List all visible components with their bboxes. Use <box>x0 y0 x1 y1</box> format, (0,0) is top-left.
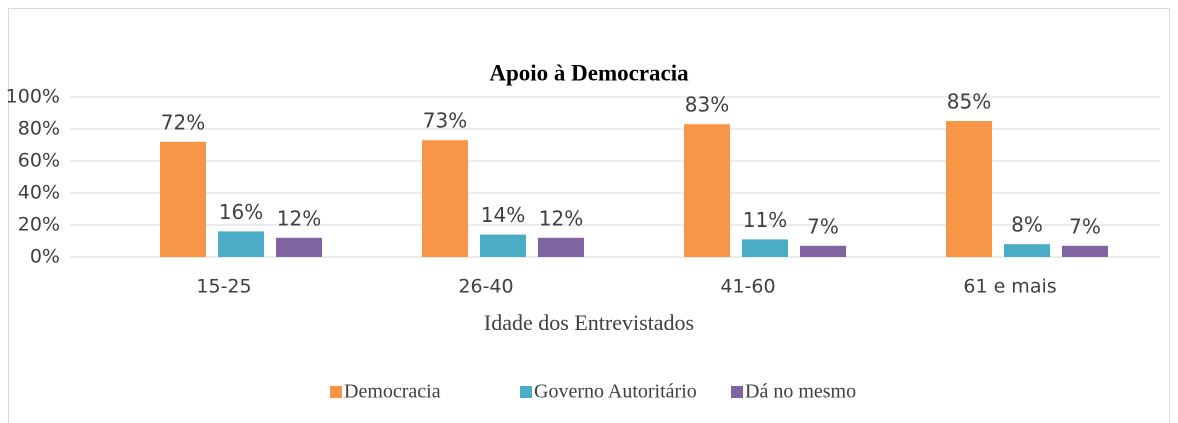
x-tick-label: 41-60 <box>720 276 775 298</box>
y-tick-label: 40% <box>18 182 60 204</box>
value-label: 83% <box>685 93 729 117</box>
x-tick-label: 26-40 <box>458 276 513 298</box>
bar <box>946 121 992 257</box>
value-label: 7% <box>807 214 839 238</box>
bar <box>538 237 584 257</box>
bar <box>742 239 788 257</box>
chart-title: Apoio à Democracia <box>489 60 689 85</box>
value-label: 16% <box>219 200 263 224</box>
x-axis-title: Idade dos Entrevistados <box>484 310 694 335</box>
value-label: 85% <box>947 90 991 114</box>
x-tick-label: 15-25 <box>196 276 251 298</box>
value-label: 7% <box>1069 214 1101 238</box>
value-label: 8% <box>1011 213 1043 237</box>
bar <box>684 124 730 257</box>
bar <box>1062 245 1108 257</box>
y-tick-label: 100% <box>6 86 60 108</box>
value-label: 12% <box>539 206 583 230</box>
legend-swatch <box>330 386 342 398</box>
bar <box>480 234 526 257</box>
value-label: 73% <box>423 109 467 133</box>
bar <box>1004 244 1050 257</box>
bar <box>276 237 322 257</box>
value-label: 14% <box>481 203 525 227</box>
value-label: 11% <box>743 208 787 232</box>
legend-label: Democracia <box>344 381 441 403</box>
legend-label: Governo Autoritário <box>534 381 697 403</box>
legend-swatch <box>731 386 743 398</box>
legend-swatch <box>520 386 532 398</box>
value-label: 12% <box>277 206 321 230</box>
x-tick-label: 61 e mais <box>963 276 1056 298</box>
y-tick-label: 80% <box>18 118 60 140</box>
bar <box>218 231 264 257</box>
bar <box>422 140 468 257</box>
bar <box>160 141 206 257</box>
legend-label: Dá no mesmo <box>745 381 856 403</box>
y-tick-label: 0% <box>30 246 60 268</box>
y-tick-label: 20% <box>18 214 60 236</box>
value-label: 72% <box>161 110 205 134</box>
bar <box>800 245 846 257</box>
y-tick-label: 60% <box>18 150 60 172</box>
